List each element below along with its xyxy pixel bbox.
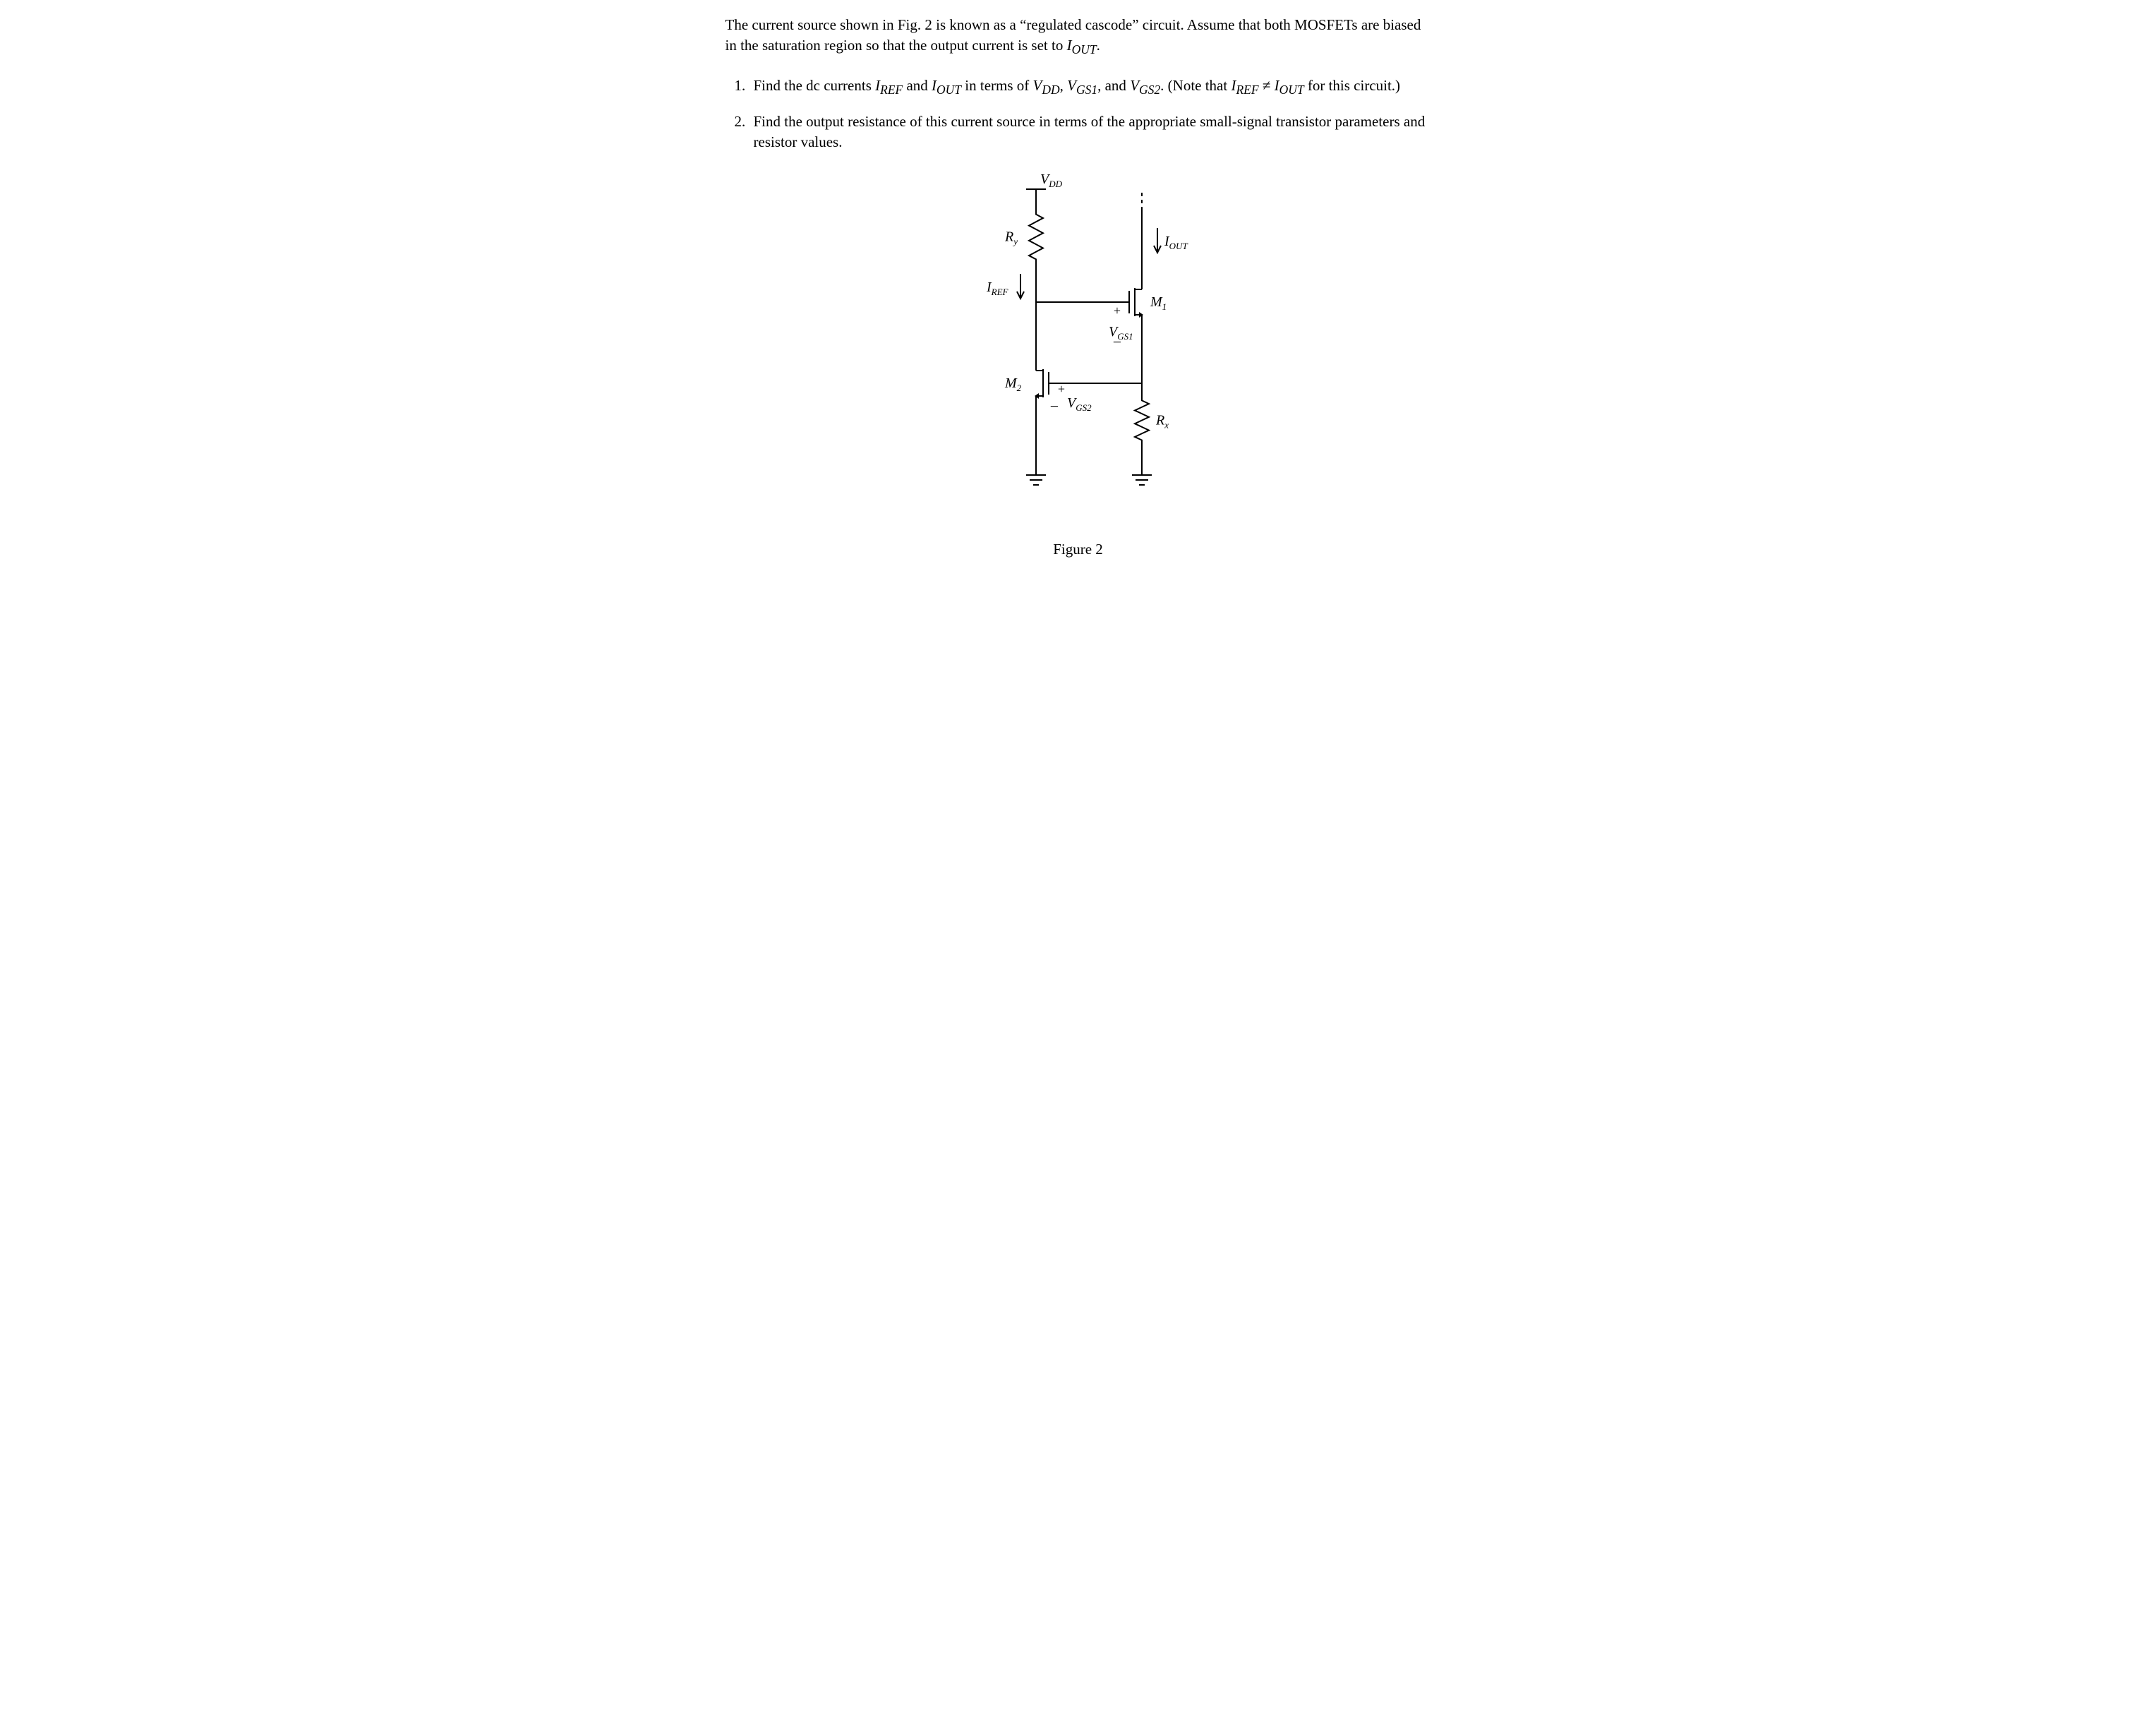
svg-text:VGS2: VGS2 (1067, 395, 1092, 413)
question-list: Find the dc currents IREF and IOUT in te… (725, 76, 1431, 152)
figure-2-caption: Figure 2 (725, 539, 1431, 560)
svg-text:M2: M2 (1004, 376, 1022, 393)
intro-paragraph: The current source shown in Fig. 2 is kn… (725, 15, 1431, 59)
figure-2-circuit: VDDRyIREFM2+−VGS2IOUTM1+−VGS1Rx (923, 168, 1234, 535)
svg-text:IOUT: IOUT (1164, 234, 1188, 251)
svg-text:−: − (1049, 397, 1058, 415)
question-1: Find the dc currents IREF and IOUT in te… (749, 76, 1431, 99)
svg-text:Ry: Ry (1004, 229, 1018, 246)
svg-text:Rx: Rx (1155, 412, 1169, 430)
svg-text:VGS1: VGS1 (1109, 324, 1133, 342)
figure-2-wrapper: VDDRyIREFM2+−VGS2IOUTM1+−VGS1Rx (725, 168, 1431, 535)
svg-text:+: + (1113, 304, 1120, 318)
svg-text:M1: M1 (1150, 294, 1167, 312)
question-2: Find the output resistance of this curre… (749, 112, 1431, 153)
svg-text:VDD: VDD (1040, 172, 1063, 189)
svg-text:+: + (1057, 382, 1064, 396)
svg-text:IREF: IREF (986, 280, 1009, 297)
